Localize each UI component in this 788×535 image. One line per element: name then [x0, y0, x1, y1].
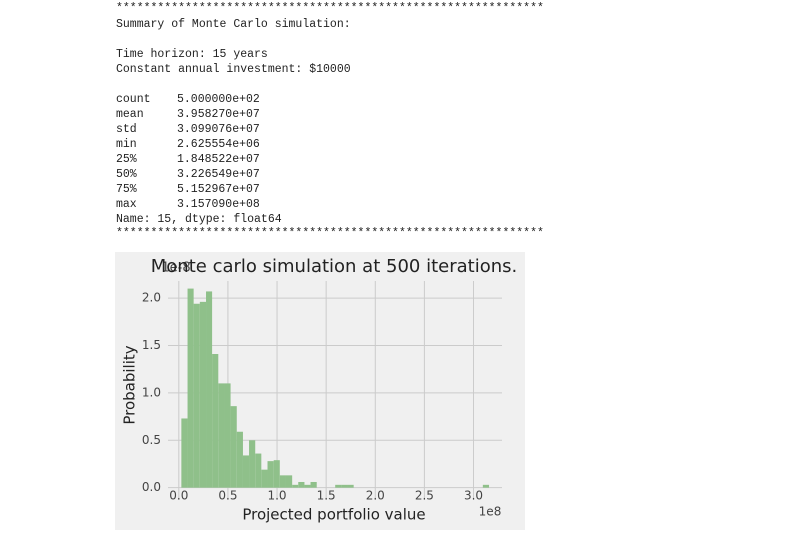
x-offset: 1e8	[479, 505, 502, 519]
stat-name: min	[116, 138, 137, 151]
bar	[310, 481, 317, 488]
investment: Constant annual investment: $10000	[116, 63, 351, 76]
stat-value: 3.157090e+08	[177, 198, 260, 211]
bar	[255, 453, 262, 488]
y-tick-label: 0.0	[142, 480, 161, 494]
x-tick-label: 2.5	[415, 489, 434, 503]
separator: ****************************************…	[116, 2, 544, 15]
stat-name: 50%	[116, 168, 137, 181]
bar	[242, 455, 250, 488]
stat-value: 3.099076e+07	[177, 123, 260, 136]
bar	[181, 418, 188, 488]
bar	[206, 291, 213, 488]
bar	[230, 406, 237, 488]
bar	[187, 288, 194, 488]
bar	[273, 460, 280, 488]
bar	[304, 484, 311, 488]
x-tick-label: 1.0	[267, 489, 286, 503]
horizon: Time horizon: 15 years	[116, 48, 268, 61]
bar	[193, 303, 200, 488]
y-tick-label: 0.5	[142, 433, 161, 447]
x-tick-label: 3.0	[464, 489, 483, 503]
x-tick-label: 0.0	[169, 489, 188, 503]
bar	[285, 475, 293, 488]
stat-name: 25%	[116, 153, 137, 166]
bar	[224, 383, 231, 488]
stat-name: 75%	[116, 183, 137, 196]
stat-value: 3.958270e+07	[177, 108, 260, 121]
stat-name: count	[116, 93, 151, 106]
bar	[279, 475, 286, 488]
chart-title: Monte carlo simulation at 500 iterations…	[151, 256, 517, 277]
separator: ****************************************…	[116, 227, 544, 240]
footer: Name: 15, dtype: float64	[116, 213, 282, 226]
stat-value: 5.000000e+02	[177, 93, 260, 106]
bar	[249, 440, 256, 488]
stat-name: std	[116, 123, 137, 136]
cell-output: ****************************************…	[116, 0, 544, 240]
bar	[335, 484, 342, 488]
y-offset: 1e-8	[161, 261, 190, 276]
stat-value: 5.152967e+07	[177, 183, 260, 196]
heading: Summary of Monte Carlo simulation:	[116, 18, 351, 31]
bar	[212, 354, 219, 488]
stat-value: 2.625554e+06	[177, 138, 260, 151]
y-tick-label: 2.0	[142, 291, 161, 305]
x-tick-label: 2.0	[366, 489, 385, 503]
bar	[341, 484, 348, 488]
bar	[236, 431, 243, 488]
x-axis-label: Projected portfolio value	[242, 506, 425, 524]
bar	[261, 469, 268, 488]
bar	[267, 461, 274, 488]
stat-value: 1.848522e+07	[177, 153, 260, 166]
bar	[292, 484, 299, 488]
bar	[199, 301, 207, 488]
stat-value: 3.226549e+07	[177, 168, 260, 181]
bar	[482, 484, 490, 488]
stat-name: mean	[116, 108, 144, 121]
bar	[218, 383, 225, 488]
bar	[298, 481, 305, 488]
bar	[347, 484, 354, 488]
y-axis-label: Probability	[121, 345, 139, 424]
stat-name: max	[116, 198, 137, 211]
y-tick-label: 1.0	[142, 385, 161, 399]
x-tick-label: 0.5	[218, 489, 237, 503]
y-tick-label: 1.5	[142, 338, 161, 352]
x-tick-label: 1.5	[317, 489, 336, 503]
